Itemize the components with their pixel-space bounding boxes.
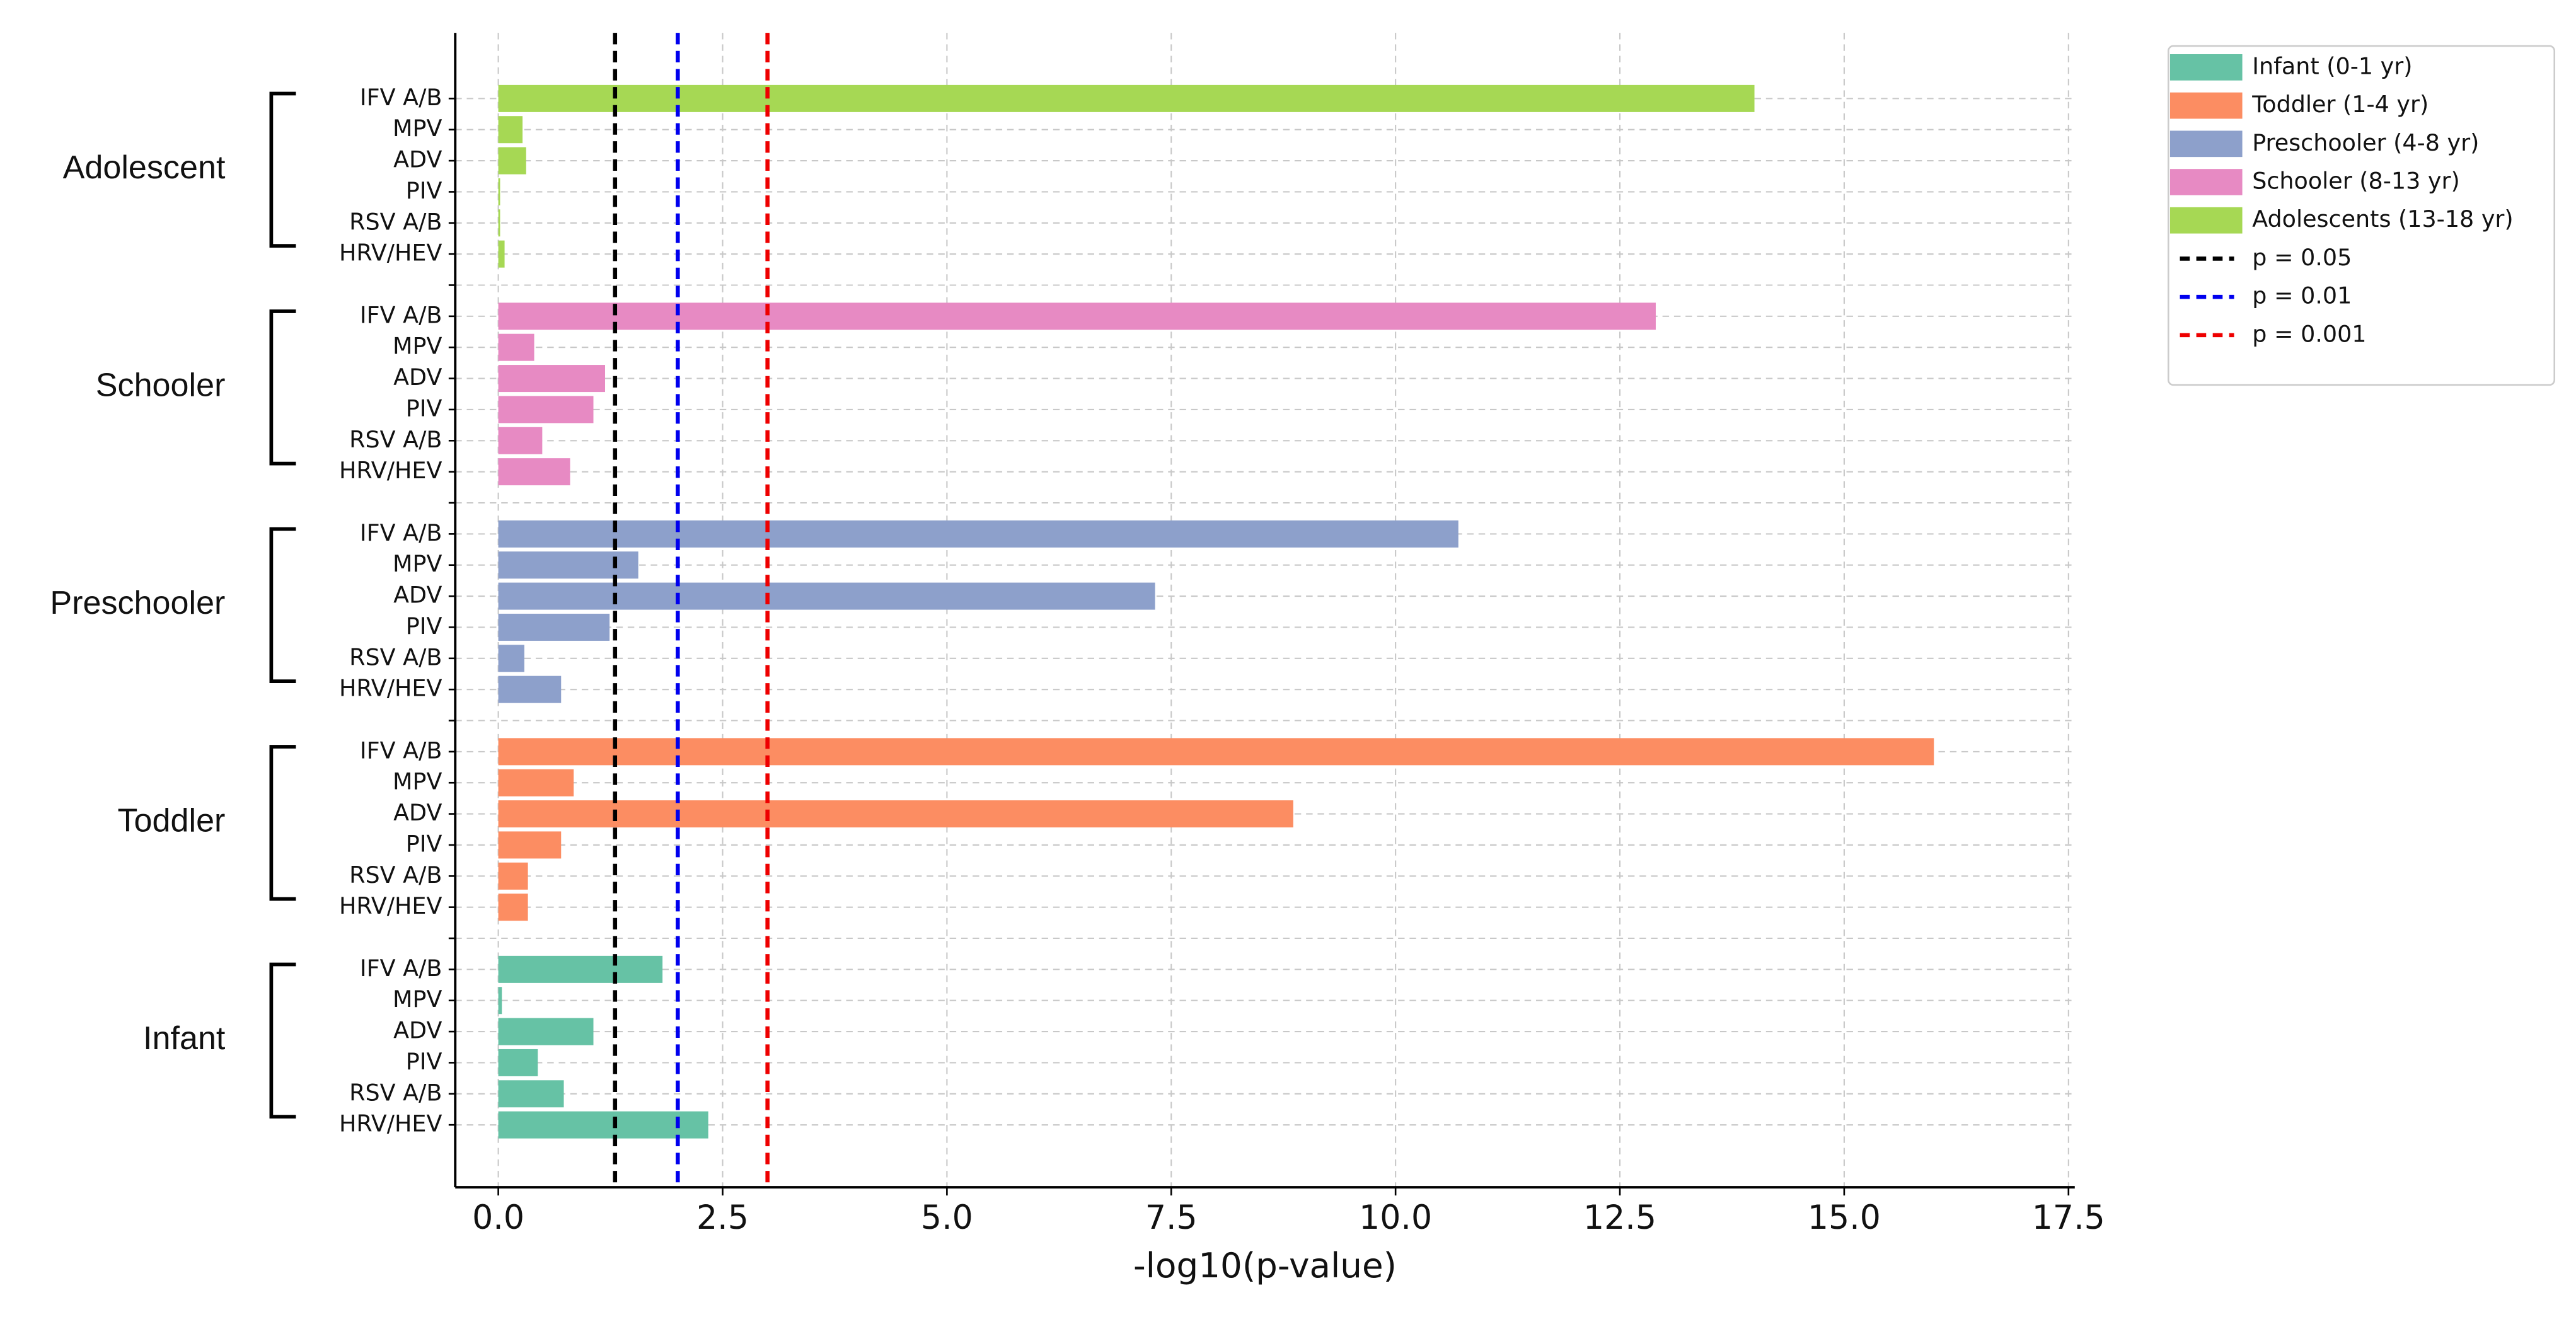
legend-swatch	[2169, 169, 2243, 195]
y-tick-label: HRV/HEV	[339, 239, 442, 267]
group-bracket	[269, 527, 296, 683]
y-tick-label: IFV A/B	[360, 301, 442, 328]
y-tick-label: ADV	[393, 364, 442, 391]
legend-label: p = 0.001	[2252, 320, 2366, 347]
y-tick-label: IFV A/B	[360, 84, 442, 111]
group-label: Toddler	[118, 803, 226, 839]
y-tick-label: ADV	[393, 146, 442, 173]
bar	[498, 427, 543, 454]
group-label: Infant	[143, 1020, 226, 1057]
y-tick-label: HRV/HEV	[339, 675, 442, 702]
bar	[498, 178, 500, 205]
bar	[498, 240, 505, 268]
bar	[498, 1111, 708, 1139]
legend-label: Adolescents (13-18 yr)	[2252, 205, 2513, 233]
y-tick-label: HRV/HEV	[339, 457, 442, 484]
y-tick-label: ADV	[393, 582, 442, 609]
legend-swatch	[2169, 207, 2243, 234]
legend-swatch	[2169, 54, 2243, 81]
y-tick-label: MPV	[393, 333, 442, 360]
y-tick-label: HRV/HEV	[339, 892, 442, 919]
bar	[498, 333, 534, 361]
x-tick-label: 2.5	[696, 1199, 749, 1237]
x-tick-label: 15.0	[1808, 1199, 1881, 1237]
bar	[498, 396, 594, 423]
legend-label: Preschooler (4-8 yr)	[2252, 129, 2479, 156]
legend-label: Schooler (8-13 yr)	[2252, 168, 2459, 195]
y-tick-label: RSV A/B	[349, 861, 442, 889]
y-tick-label: IFV A/B	[360, 737, 442, 764]
x-tick-label: 0.0	[472, 1199, 524, 1237]
legend: Infant (0-1 yr) Toddler (1-4 yr) Preschool…	[2168, 45, 2556, 386]
bar	[498, 676, 562, 703]
legend-swatch	[2169, 92, 2243, 119]
group-label: Adolescent	[63, 149, 226, 186]
group-bracket	[269, 962, 296, 1119]
y-tick-label: RSV A/B	[349, 1079, 442, 1106]
bar	[498, 831, 562, 859]
bar	[498, 1049, 538, 1076]
x-tick-label: 17.5	[2032, 1199, 2105, 1237]
bar	[498, 613, 610, 641]
bar	[498, 551, 638, 579]
y-tick-label: IFV A/B	[360, 955, 442, 982]
bar	[498, 582, 1155, 610]
x-axis-label: -log10(p-value)	[1133, 1245, 1397, 1285]
bar	[498, 1018, 594, 1045]
x-tick-label: 5.0	[921, 1199, 973, 1237]
y-tick-label: MPV	[393, 115, 442, 142]
legend-box	[2168, 45, 2556, 386]
bar	[498, 520, 1458, 548]
bar	[498, 645, 524, 672]
bar	[498, 116, 523, 144]
y-tick-label: MPV	[393, 550, 442, 577]
group-bracket	[269, 309, 296, 466]
bar	[498, 209, 500, 237]
y-tick-label: ADV	[393, 799, 442, 826]
bar	[498, 365, 605, 393]
legend-label: p = 0.05	[2252, 244, 2352, 271]
legend-swatch	[2169, 130, 2243, 158]
x-tick-label: 10.0	[1359, 1199, 1432, 1237]
bar	[498, 769, 574, 797]
y-tick-label: RSV A/B	[349, 643, 442, 670]
y-tick-label: PIV	[406, 1048, 442, 1075]
legend-label: Infant (0-1 yr)	[2252, 52, 2412, 79]
bar	[498, 738, 1934, 766]
y-tick-label: HRV/HEV	[339, 1110, 442, 1137]
bar	[498, 987, 502, 1015]
x-tick-label: 12.5	[1583, 1199, 1656, 1237]
group-label: Schooler	[96, 367, 226, 404]
y-tick-label: RSV A/B	[349, 426, 442, 453]
bar	[498, 955, 663, 983]
legend-label: Toddler (1-4 yr)	[2251, 91, 2429, 118]
bar	[498, 147, 526, 175]
bar	[498, 302, 1656, 330]
legend-label: p = 0.01	[2252, 282, 2352, 309]
y-tick-label: PIV	[406, 177, 442, 204]
y-tick-label: RSV A/B	[349, 208, 442, 235]
y-tick-label: PIV	[406, 394, 442, 422]
group-bracket	[269, 745, 296, 901]
y-tick-label: IFV A/B	[360, 519, 442, 546]
group-bracket	[269, 91, 296, 248]
bar	[498, 1080, 564, 1108]
bar	[498, 894, 528, 921]
y-tick-label: PIV	[406, 612, 442, 640]
group-label: Preschooler	[50, 585, 225, 621]
y-tick-label: ADV	[393, 1017, 442, 1044]
y-tick-label: MPV	[393, 986, 442, 1013]
bar	[498, 84, 1755, 112]
bar	[498, 862, 528, 890]
bar	[498, 458, 570, 486]
bar	[498, 800, 1293, 828]
x-tick-label: 7.5	[1145, 1199, 1198, 1237]
y-tick-label: MPV	[393, 768, 442, 795]
y-tick-label: PIV	[406, 830, 442, 857]
